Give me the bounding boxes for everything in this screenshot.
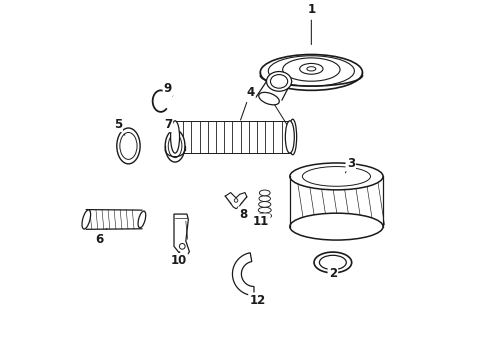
Ellipse shape [138, 211, 146, 228]
Ellipse shape [259, 196, 270, 202]
Ellipse shape [314, 252, 352, 273]
Text: 12: 12 [249, 294, 266, 307]
Ellipse shape [290, 163, 383, 190]
Ellipse shape [289, 119, 296, 155]
Text: 4: 4 [241, 86, 254, 120]
Text: 1: 1 [307, 3, 316, 45]
Ellipse shape [258, 207, 271, 213]
Ellipse shape [171, 121, 179, 153]
Ellipse shape [267, 72, 292, 91]
Ellipse shape [234, 199, 238, 202]
Ellipse shape [319, 255, 346, 270]
Ellipse shape [258, 213, 271, 219]
Ellipse shape [82, 210, 91, 229]
Text: 7: 7 [164, 118, 172, 131]
Text: 3: 3 [345, 157, 355, 173]
Ellipse shape [120, 132, 137, 159]
Ellipse shape [260, 54, 363, 90]
Ellipse shape [269, 56, 354, 86]
Ellipse shape [165, 130, 185, 162]
Text: 2: 2 [329, 267, 337, 280]
Polygon shape [232, 253, 254, 296]
Ellipse shape [302, 167, 370, 186]
Text: 10: 10 [171, 252, 187, 267]
Text: 11: 11 [253, 212, 270, 228]
Ellipse shape [168, 134, 182, 158]
Ellipse shape [259, 93, 279, 105]
Ellipse shape [307, 67, 316, 71]
Ellipse shape [259, 190, 270, 196]
Ellipse shape [290, 213, 383, 240]
Ellipse shape [300, 63, 323, 74]
Text: 8: 8 [238, 207, 247, 221]
Ellipse shape [259, 202, 271, 207]
Text: 5: 5 [114, 118, 125, 135]
Text: 9: 9 [164, 82, 172, 95]
Polygon shape [174, 214, 190, 255]
Text: 6: 6 [96, 228, 107, 246]
Ellipse shape [285, 121, 294, 153]
Ellipse shape [179, 243, 185, 249]
Ellipse shape [168, 88, 172, 92]
Ellipse shape [270, 75, 288, 88]
Ellipse shape [283, 58, 340, 81]
Ellipse shape [117, 128, 140, 164]
